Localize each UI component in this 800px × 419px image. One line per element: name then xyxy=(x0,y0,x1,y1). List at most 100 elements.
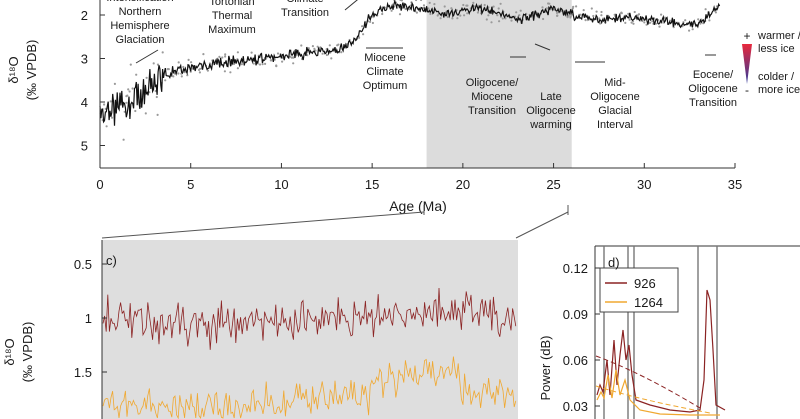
top-scatter-point xyxy=(236,51,239,54)
top-scatter-point xyxy=(177,72,180,75)
top-scatter-point xyxy=(496,14,499,17)
top-scatter-point xyxy=(182,65,185,69)
top-scatter-point xyxy=(300,44,303,47)
top-scatter-point xyxy=(682,21,685,24)
top-scatter-point xyxy=(570,13,573,16)
panel-d-926-confidence xyxy=(595,355,701,409)
top-scatter-point xyxy=(177,61,180,64)
top-panel: 0 5 10 15 20 25 30 35 2 3 4 5 Age (Ma) δ¹⁸O (‰ VPD… xyxy=(6,0,800,214)
annotation-nhg-1: Intensification xyxy=(106,0,173,4)
top-scatter-point xyxy=(645,23,648,26)
top-scatter-point xyxy=(180,75,183,78)
top-scatter-point xyxy=(330,57,333,60)
top-x-tick-label: 0 xyxy=(96,177,103,192)
top-scatter-point xyxy=(456,17,459,20)
annotation-ttm-1: Tortonian xyxy=(209,0,254,8)
top-scatter-point xyxy=(556,14,559,17)
top-scatter-point xyxy=(229,71,232,74)
top-scatter-point xyxy=(637,13,641,16)
panel-c-background xyxy=(102,240,518,419)
annotation-low-2: Oligocene xyxy=(526,105,576,117)
top-scatter-point xyxy=(236,67,239,70)
top-scatter-point xyxy=(483,3,486,7)
top-scatter-point xyxy=(311,45,314,48)
top-scatter-point xyxy=(198,71,201,74)
top-scatter-point xyxy=(704,8,707,11)
top-x-tick-label: 20 xyxy=(456,177,470,192)
panel-d-title: d) xyxy=(608,255,620,270)
top-scatter-point xyxy=(590,7,593,10)
top-scatter-point xyxy=(161,51,164,54)
top-scatter-point xyxy=(541,6,544,9)
top-scatter-point xyxy=(579,13,582,16)
top-scatter-point xyxy=(422,4,426,7)
top-series-line xyxy=(99,0,721,126)
top-scatter-point xyxy=(427,7,430,10)
top-scatter-point xyxy=(462,3,465,7)
top-scatter-point xyxy=(381,12,384,16)
top-scatter-point xyxy=(325,53,328,57)
top-scatter-point xyxy=(599,22,602,25)
top-scatter-point xyxy=(187,58,190,62)
annotation-mco-1: Miocene xyxy=(364,52,406,64)
top-scatter-point xyxy=(598,17,601,20)
top-scatter-point xyxy=(127,88,130,91)
top-y-tick-label: 4 xyxy=(81,95,88,110)
top-scatter-point xyxy=(439,17,442,20)
top-shaded-interval xyxy=(426,0,572,168)
top-scatter-point xyxy=(134,109,137,113)
top-scatter-point xyxy=(156,113,159,116)
top-scatter-point xyxy=(152,62,155,65)
top-scatter-point xyxy=(466,4,469,7)
panel-d-y-ticks: 0.03 0.06 0.09 0.12 xyxy=(563,261,600,414)
top-x-tick-label: 5 xyxy=(187,177,194,192)
top-scatter-point xyxy=(218,55,221,59)
top-scatter-point xyxy=(555,11,559,14)
top-scatter-point xyxy=(459,14,462,17)
top-scatter-point xyxy=(167,68,170,71)
panel-d-1264-confidence xyxy=(595,385,711,414)
panel-d-y-tick-label: 0.06 xyxy=(563,353,588,368)
top-scatter-point xyxy=(487,14,490,17)
legend-926-label: 926 xyxy=(634,276,656,291)
top-scatter-point xyxy=(156,63,160,66)
scale-warm-1: warmer / xyxy=(757,30,800,42)
top-scatter-point xyxy=(400,0,403,2)
top-scatter-point xyxy=(633,10,636,14)
top-scatter-point xyxy=(485,18,488,21)
top-scatter-point xyxy=(592,14,595,18)
top-scatter-point xyxy=(684,19,687,22)
top-scatter-point xyxy=(714,11,718,14)
top-scatter-point xyxy=(361,25,364,28)
annotation-eot-2: Oligocene xyxy=(688,83,738,95)
panel-d-y-tick-label: 0.09 xyxy=(563,307,588,322)
top-scatter-point xyxy=(492,5,495,8)
top-scatter-point xyxy=(519,9,522,12)
scale-minus: - xyxy=(745,83,749,97)
top-scatter-point xyxy=(232,62,236,66)
top-scatter-point xyxy=(545,7,549,10)
annotation-low-1: Late xyxy=(540,91,561,103)
panel-c-y-tick-label: 1 xyxy=(85,311,92,326)
top-scatter-point xyxy=(628,18,631,21)
annotation-omt-2: Miocene xyxy=(471,91,513,103)
top-y-tick-label: 3 xyxy=(81,52,88,67)
annotation-eot-3: Transition xyxy=(689,97,737,109)
top-scatter-point xyxy=(122,138,125,141)
top-scatter-point xyxy=(313,47,316,51)
top-scatter-point xyxy=(261,63,264,66)
top-scatter-point xyxy=(584,19,587,22)
top-scatter-point xyxy=(398,13,402,16)
top-scatter-point xyxy=(499,2,502,5)
top-scatter-point xyxy=(582,9,585,12)
annotation-ttm-3: Maximum xyxy=(208,24,256,36)
top-scatter-point xyxy=(433,3,436,6)
top-y-axis-label-2: (‰ VPDB) xyxy=(24,40,39,101)
annotation-mogi-1: Mid- xyxy=(604,77,626,89)
top-x-tick-label: 10 xyxy=(274,177,288,192)
top-scatter-point xyxy=(224,53,227,56)
top-scatter-point xyxy=(643,21,646,24)
top-x-tick-label: 30 xyxy=(637,177,651,192)
annotation-omt-1: Oligocene/ xyxy=(466,77,520,89)
